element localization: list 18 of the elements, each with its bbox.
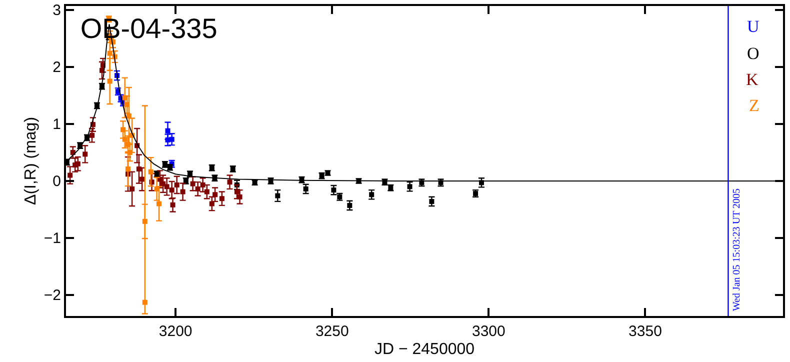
y-tick-label: −1	[44, 230, 61, 248]
chart-title: OB-04-335	[80, 13, 218, 44]
x-tick-label: 3200	[158, 323, 192, 340]
text: O	[747, 44, 760, 63]
y-tick-label: −2	[44, 287, 61, 304]
y-tick-label: 0	[52, 173, 61, 190]
text: K	[746, 70, 759, 89]
text: U	[747, 17, 760, 36]
y-tick-label: 2	[52, 59, 61, 76]
x-tick-label: 3250	[315, 323, 349, 340]
x-tick-label: 3350	[628, 323, 662, 340]
text: Z	[749, 96, 760, 115]
y-tick-label: 3	[52, 2, 61, 20]
annotation: Wed Jan 05 15:03:23 UT 2005	[731, 188, 742, 312]
x-axis-title: JD − 2450000	[374, 341, 475, 358]
y-tick-label: 1	[52, 116, 61, 134]
x-tick-label: 3300	[472, 323, 506, 340]
y-axis-title: Δ(I,R) (mag)	[22, 116, 40, 206]
